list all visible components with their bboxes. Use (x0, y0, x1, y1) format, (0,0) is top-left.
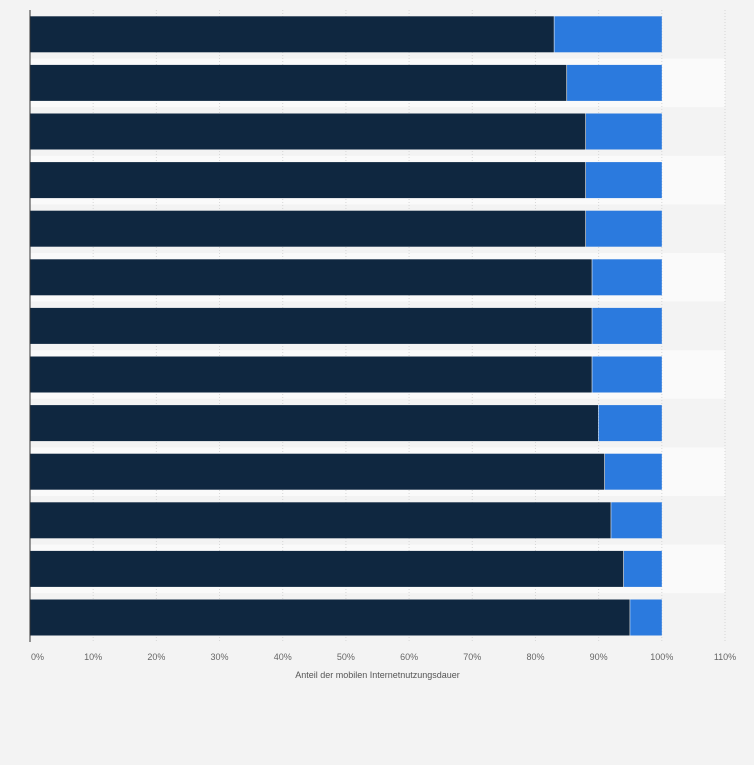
bar-segment-primary (30, 453, 605, 490)
x-tick-label: 100% (650, 652, 673, 662)
x-axis-label: Anteil der mobilen Internetnutzungsdauer (295, 670, 460, 680)
x-tick-label: 50% (337, 652, 355, 662)
bar-segment-primary (30, 307, 592, 344)
bar-segment-secondary (604, 453, 662, 490)
bar-segment-secondary (586, 162, 662, 199)
bar-segment-primary (30, 162, 586, 199)
x-tick-label: 80% (526, 652, 544, 662)
bar-segment-secondary (630, 599, 662, 636)
bar-segment-secondary (554, 16, 662, 53)
bar-segment-secondary (567, 64, 662, 101)
bar-segment-primary (30, 259, 592, 296)
bar-segment-primary (30, 599, 630, 636)
bar-segment-secondary (586, 113, 662, 150)
x-tick-label: 110% (714, 652, 736, 662)
x-tick-label: 10% (84, 652, 102, 662)
bar-segment-secondary (592, 307, 662, 344)
bar-segment-secondary (611, 502, 662, 539)
x-tick-label: 0% (31, 652, 44, 662)
x-tick-label: 70% (463, 652, 481, 662)
bar-segment-secondary (592, 356, 662, 393)
x-tick-labels: 0% 10% 20% 30% 40% 50% 60% 70% 80% 90% 100% 110% (31, 652, 736, 662)
bar-segment-primary (30, 502, 611, 539)
x-tick-label: 20% (147, 652, 165, 662)
bar-segment-primary (30, 16, 554, 53)
bar-segment-primary (30, 64, 567, 101)
bar-segment-primary (30, 405, 599, 442)
x-tick-label: 90% (590, 652, 608, 662)
bar-segment-primary (30, 550, 624, 587)
bar-segment-secondary (598, 405, 662, 442)
bar-segment-secondary (623, 550, 662, 587)
x-tick-label: 60% (400, 652, 418, 662)
bar-segment-secondary (592, 259, 662, 296)
bars (30, 16, 662, 636)
bar-segment-primary (30, 356, 592, 393)
bar-segment-primary (30, 210, 586, 247)
bar-segment-primary (30, 113, 586, 150)
x-tick-label: 30% (211, 652, 229, 662)
x-tick-label: 40% (274, 652, 292, 662)
bar-segment-secondary (586, 210, 662, 247)
